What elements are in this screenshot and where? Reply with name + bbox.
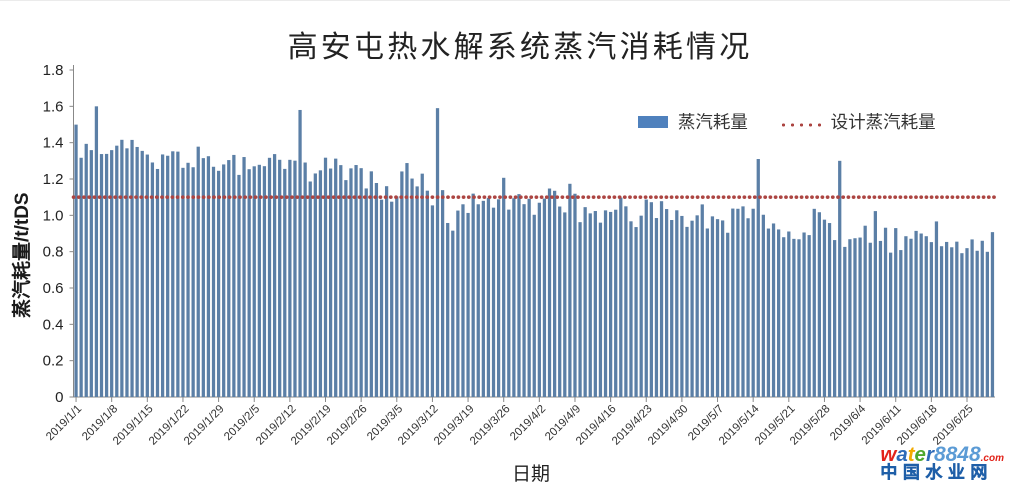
svg-text:0: 0 <box>55 389 63 406</box>
svg-text:1.6: 1.6 <box>43 98 64 115</box>
svg-text:0.4: 0.4 <box>43 316 64 333</box>
svg-text:1.2: 1.2 <box>43 171 64 188</box>
svg-text:0.2: 0.2 <box>43 353 64 370</box>
svg-text:0.6: 0.6 <box>43 280 64 297</box>
svg-text:0.8: 0.8 <box>43 244 64 261</box>
svg-text:1.0: 1.0 <box>43 207 64 224</box>
svg-text:1.8: 1.8 <box>43 62 64 79</box>
svg-text:1.4: 1.4 <box>43 135 64 152</box>
